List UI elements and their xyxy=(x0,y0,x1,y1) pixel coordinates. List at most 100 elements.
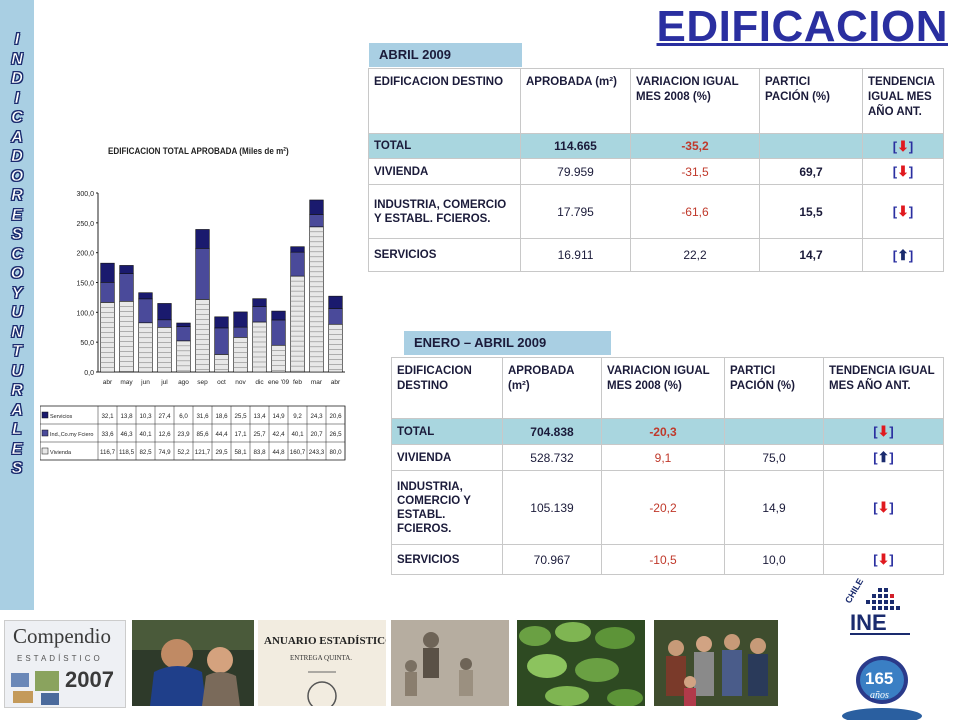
photo-family-group-graphic xyxy=(654,620,778,706)
sidebar-letter: A xyxy=(11,128,23,146)
bar-vivienda xyxy=(290,275,305,373)
arrow-up-icon: ⬆ xyxy=(897,246,909,263)
sidebar-letter: R xyxy=(11,187,23,204)
data-table-value: 6,0 xyxy=(179,413,188,420)
legend-label: Vivienda xyxy=(50,450,72,456)
row-label: VIVIENDA xyxy=(368,158,521,185)
bar-servicios xyxy=(328,295,343,309)
photo-children-graphic xyxy=(132,620,254,706)
bar-ind-co-my-fciero xyxy=(138,298,153,324)
sidebar-letter: O xyxy=(10,265,24,282)
section-label-enero-abril: ENERO – ABRIL 2009 xyxy=(404,331,611,355)
table-row: SERVICIOS 70.967 -10,5 10,0 [⬇] xyxy=(391,544,944,575)
y-tick-label: 50,0 xyxy=(80,340,94,347)
table-row: TOTAL 704.838 -20,3 [⬇] xyxy=(391,418,944,445)
y-tick-label: 150,0 xyxy=(76,281,94,288)
x-tick-label: abr xyxy=(331,379,341,386)
col-header-tendencia: TENDENCIA IGUAL MES AÑO ANT. xyxy=(862,68,944,134)
row-variacion: -20,3 xyxy=(601,418,725,445)
row-participacion: 10,0 xyxy=(724,544,824,575)
trend-cell: [⬇] xyxy=(862,158,944,185)
trend-down-icon: [⬇] xyxy=(892,203,914,219)
ine-logo[interactable]: CHILE INE 165 años xyxy=(832,578,952,720)
row-aprobada: 17.795 xyxy=(520,184,631,239)
bar-servicios xyxy=(252,298,267,307)
table-row: TOTAL 114.665 -35,2 [⬇] xyxy=(368,133,944,159)
sidebar-letter: E xyxy=(11,440,23,458)
data-table-value: 85,6 xyxy=(196,431,209,438)
data-table-value: 33,6 xyxy=(101,431,114,438)
row-label: INDUSTRIA, COMERCIO Y ESTABL. FCIEROS. xyxy=(368,184,521,239)
trend-down-icon: [⬇] xyxy=(892,137,914,154)
x-tick-label: feb xyxy=(293,379,302,386)
row-participacion: 14,9 xyxy=(724,470,824,545)
bar-ind-co-my-fciero xyxy=(195,248,210,300)
col-header-participacion: PARTICI PACIÓN (%) xyxy=(724,357,824,419)
row-label: VIVIENDA xyxy=(391,444,503,471)
table-enero-abril: EDIFICACION DESTINO APROBADA (m²) VARIAC… xyxy=(391,357,944,575)
bar-ind-co-my-fciero xyxy=(309,214,324,228)
trend-down-icon: [⬇] xyxy=(873,499,894,515)
trend-down-icon: [⬇] xyxy=(892,163,914,179)
row-participacion: 14,7 xyxy=(759,238,863,272)
row-variacion: -20,2 xyxy=(601,470,725,545)
row-variacion: 9,1 xyxy=(601,444,725,471)
ine-years: 165 xyxy=(865,669,893,688)
page-title: EDIFICACION xyxy=(656,2,948,51)
row-participacion: 69,7 xyxy=(759,158,863,185)
compendio-graphic: Compendio ESTADÍSTICO 2007 xyxy=(5,621,125,707)
sidebar-letter: O xyxy=(10,167,24,185)
row-variacion: -31,5 xyxy=(630,158,760,185)
bar-ind-co-my-fciero xyxy=(290,251,305,277)
photo-children[interactable] xyxy=(132,620,254,706)
trend-down-icon: [⬇] xyxy=(873,551,894,567)
legend-label: Servicios xyxy=(50,414,73,420)
bar-servicios xyxy=(176,322,191,327)
data-table-value: 25,5 xyxy=(234,413,247,420)
sidebar-letter: N xyxy=(11,50,23,68)
bar-servicios xyxy=(119,265,134,274)
sidebar-letter: N xyxy=(11,323,23,341)
col-header-aprobada: APROBADA (m²) xyxy=(502,357,602,419)
data-table-value: 83,8 xyxy=(253,449,266,456)
data-table-value: 80,0 xyxy=(329,449,342,456)
col-header-variacion: VARIACION IGUAL MES 2008 (%) xyxy=(601,357,725,419)
x-tick-label: mar xyxy=(311,379,323,386)
x-tick-label: sep xyxy=(197,379,208,386)
arrow-down-icon: ⬇ xyxy=(877,551,890,567)
col-header-aprobada: APROBADA (m²) xyxy=(520,68,631,134)
sidebar-letter: E xyxy=(11,206,23,224)
anuario-graphic: ANUARIO ESTADÍSTICO. ENTREGA QUINTA. xyxy=(258,620,386,706)
x-tick-label: nov xyxy=(235,379,246,386)
sidebar-letter: Y xyxy=(11,284,23,302)
col-header-destino: EDIFICACION DESTINO xyxy=(368,68,521,134)
row-aprobada: 114.665 xyxy=(520,133,631,159)
anuario-cover[interactable]: ANUARIO ESTADÍSTICO. ENTREGA QUINTA. xyxy=(258,620,386,706)
y-tick-label: 100,0 xyxy=(76,310,94,317)
trend-cell: [⬆] xyxy=(862,238,944,272)
bar-vivienda xyxy=(271,344,286,373)
photo-family-group[interactable] xyxy=(654,620,778,706)
row-aprobada: 105.139 xyxy=(502,470,602,545)
bar-ind-co-my-fciero xyxy=(233,326,248,338)
col-header-participacion: PARTICI PACIÓN (%) xyxy=(759,68,863,134)
sidebar-letter: I xyxy=(14,31,20,48)
data-table-value: 44,4 xyxy=(215,431,228,438)
data-table-value: 23,9 xyxy=(177,431,190,438)
photo-family-vintage[interactable] xyxy=(391,620,509,706)
photo-family-vintage-graphic xyxy=(391,620,509,706)
compendio-logo[interactable]: Compendio ESTADÍSTICO 2007 xyxy=(4,620,126,708)
photo-vegetables[interactable] xyxy=(517,620,645,706)
sidebar-letter: D xyxy=(11,70,23,87)
bar-servicios xyxy=(100,262,115,283)
compendio-year: 2007 xyxy=(65,667,114,692)
data-table-value: 9,2 xyxy=(293,413,302,420)
row-variacion: -61,6 xyxy=(630,184,760,239)
chart-title: EDIFICACION TOTAL APROBADA (Miles de m²) xyxy=(108,146,289,157)
trend-cell: [⬇] xyxy=(862,184,944,239)
row-participacion xyxy=(759,133,863,159)
sidebar-letter: I xyxy=(14,89,20,107)
bar-servicios xyxy=(309,199,324,215)
x-tick-label: jun xyxy=(140,379,150,386)
row-variacion: -10,5 xyxy=(601,544,725,575)
